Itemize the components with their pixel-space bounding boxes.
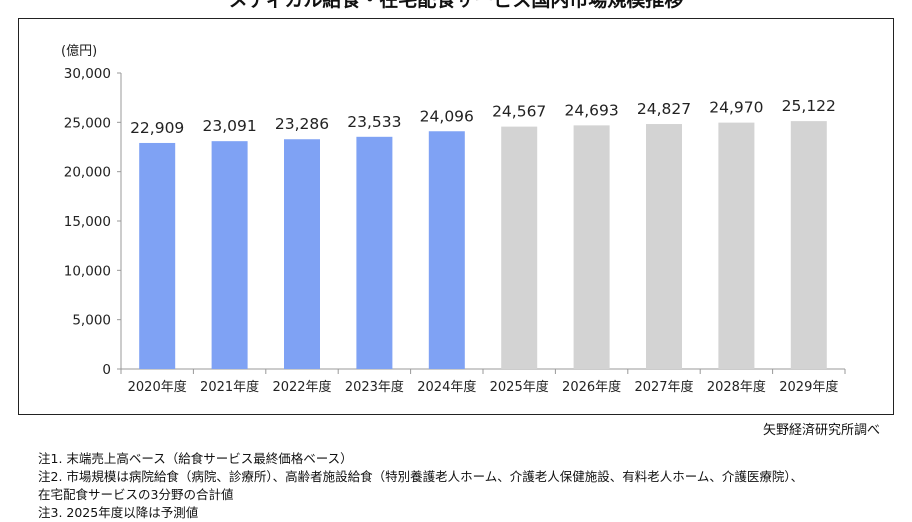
bar-forecast	[718, 122, 755, 369]
bar-forecast	[790, 121, 827, 369]
bar-value-label: 24,567	[492, 103, 546, 121]
bar-value-label: 24,693	[564, 101, 618, 119]
bar-value-label: 22,909	[130, 119, 184, 137]
note-2-continued: 在宅配食サービスの3分野の合計値	[38, 487, 234, 502]
source-label: 矢野経済研究所調べ	[762, 423, 880, 438]
x-category-label: 2026年度	[562, 379, 621, 395]
x-category-label: 2022年度	[272, 379, 331, 395]
bar-actual	[356, 136, 393, 369]
y-tick-label: 10,000	[64, 263, 111, 279]
x-category-label: 2021年度	[200, 379, 259, 395]
bar-value-label: 24,096	[420, 107, 474, 125]
y-tick-label: 30,000	[64, 66, 111, 82]
bar-chart: (億円) 0 5,000 10,000 15,000 20,000 25,000 30,000…	[61, 43, 846, 395]
note-3: 注3. 2025年度以降は予測値	[38, 505, 199, 520]
y-tick-label: 20,000	[64, 165, 111, 181]
bar-value-label: 23,091	[202, 117, 256, 135]
x-category-label: 2020年度	[128, 379, 187, 395]
note-1: 注1. 末端売上高ベース（給食サービス最終価格ベース）	[38, 451, 353, 466]
y-tick-label: 25,000	[64, 115, 111, 131]
y-tick-label: 15,000	[64, 214, 111, 230]
bar-value-label: 23,286	[275, 115, 329, 133]
bar-actual	[284, 139, 320, 369]
bar-actual	[139, 142, 176, 369]
x-category-label: 2025年度	[490, 379, 549, 395]
y-unit-label: (億円)	[61, 43, 97, 59]
bar-actual	[428, 131, 465, 369]
bar-value-label: 24,827	[637, 100, 691, 118]
chart-frame: (億円) 0 5,000 10,000 15,000 20,000 25,000 30,000…	[18, 18, 894, 415]
x-category-label: 2024年度	[417, 379, 476, 395]
bar-forecast	[646, 124, 682, 369]
bar-value-label: 25,122	[782, 97, 836, 115]
x-category-label: 2027年度	[634, 379, 693, 395]
bar-forecast	[573, 125, 610, 369]
bar-value-label: 24,970	[709, 99, 763, 117]
y-tick-label: 0	[102, 362, 111, 378]
x-category-label: 2028年度	[707, 379, 766, 395]
bar-value-label: 23,533	[347, 113, 401, 131]
chart-title: メディカル給食・在宅配食サービス国内市場規模推移	[228, 0, 684, 11]
x-category-label: 2029年度	[779, 379, 838, 395]
y-tick-label: 5,000	[72, 313, 111, 329]
bar-forecast	[501, 126, 538, 370]
bar-actual	[211, 141, 248, 369]
notes: 注1. 末端売上高ベース（給食サービス最終価格ベース） 注2. 市場規模は病院給…	[38, 450, 898, 522]
note-2: 注2. 市場規模は病院給食（病院、診療所）、高齢者施設給食（特別養護老人ホーム、…	[38, 469, 804, 484]
x-category-label: 2023年度	[345, 379, 404, 395]
